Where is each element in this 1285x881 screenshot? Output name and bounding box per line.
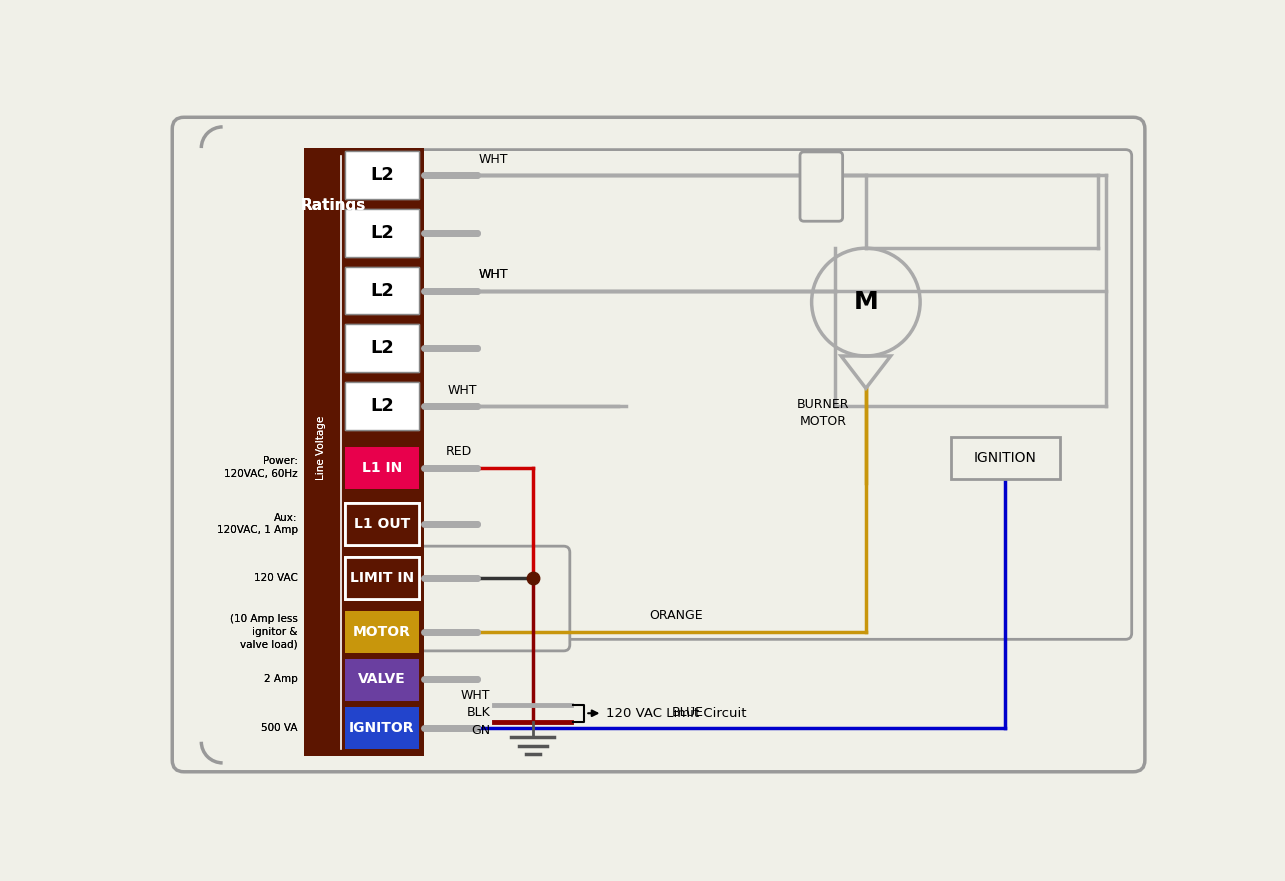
Bar: [346, 659, 419, 701]
Text: L1 OUT: L1 OUT: [353, 517, 410, 531]
Text: 120 VAC Limit Circuit: 120 VAC Limit Circuit: [607, 707, 747, 720]
Text: VALVE: VALVE: [359, 672, 406, 686]
Text: L2: L2: [370, 224, 393, 241]
Bar: [346, 611, 419, 653]
Bar: [346, 611, 419, 653]
Bar: [305, 148, 424, 757]
FancyBboxPatch shape: [801, 152, 843, 221]
Text: (10 Amp less
ignitor &
valve load): (10 Amp less ignitor & valve load): [230, 614, 298, 649]
Bar: [346, 267, 419, 315]
Text: Power:
120VAC, 60Hz: Power: 120VAC, 60Hz: [224, 456, 298, 478]
Text: L2: L2: [370, 339, 393, 358]
Text: L1 IN: L1 IN: [362, 461, 402, 475]
Text: MOTOR: MOTOR: [353, 625, 411, 639]
Text: L1 IN: L1 IN: [362, 461, 402, 475]
Bar: [346, 659, 419, 701]
Bar: [346, 382, 419, 430]
Text: WHT: WHT: [478, 269, 508, 281]
Text: Ratings: Ratings: [301, 198, 366, 213]
Bar: [346, 209, 419, 256]
Text: (10 Amp less
ignitor &
valve load): (10 Amp less ignitor & valve load): [230, 614, 298, 649]
Bar: [346, 267, 419, 315]
Bar: [346, 557, 419, 599]
Bar: [346, 324, 419, 372]
Text: LIMIT IN: LIMIT IN: [350, 571, 414, 585]
Text: WHT: WHT: [460, 690, 490, 702]
Text: L2: L2: [370, 282, 393, 300]
FancyBboxPatch shape: [418, 150, 1132, 640]
Text: RED: RED: [446, 446, 472, 458]
Text: L2: L2: [370, 224, 393, 241]
Text: 120 VAC: 120 VAC: [254, 573, 298, 582]
Text: L2: L2: [370, 397, 393, 415]
Text: L2: L2: [370, 397, 393, 415]
Text: L1 OUT: L1 OUT: [353, 517, 410, 531]
Text: Line Voltage: Line Voltage: [316, 416, 326, 480]
Text: WHT: WHT: [478, 152, 508, 166]
Text: L2: L2: [370, 282, 393, 300]
Text: 2 Amp: 2 Amp: [263, 674, 298, 685]
Bar: [346, 382, 419, 430]
Text: 2 Amp: 2 Amp: [263, 674, 298, 685]
Text: Aux:
120VAC, 1 Amp: Aux: 120VAC, 1 Amp: [217, 513, 298, 535]
Text: 500 VA: 500 VA: [261, 723, 298, 733]
Text: IGNITOR: IGNITOR: [350, 721, 415, 735]
Text: WHT: WHT: [447, 384, 477, 396]
Text: L2: L2: [370, 166, 393, 184]
Text: Aux:
120VAC, 1 Amp: Aux: 120VAC, 1 Amp: [217, 513, 298, 535]
FancyBboxPatch shape: [172, 117, 1145, 772]
FancyBboxPatch shape: [418, 546, 569, 651]
Bar: [346, 707, 419, 750]
Text: LIMIT IN: LIMIT IN: [350, 571, 414, 585]
Bar: [346, 152, 419, 199]
Text: Ratings: Ratings: [301, 198, 366, 213]
Bar: [346, 557, 419, 599]
Text: BURNER
MOTOR: BURNER MOTOR: [797, 398, 849, 428]
Text: GN: GN: [470, 724, 490, 737]
Bar: [346, 324, 419, 372]
Text: ORANGE: ORANGE: [649, 610, 703, 622]
Text: BLK: BLK: [466, 707, 490, 720]
Bar: [346, 447, 419, 489]
Text: Power:
120VAC, 60Hz: Power: 120VAC, 60Hz: [224, 456, 298, 478]
Bar: [305, 148, 424, 757]
Text: VALVE: VALVE: [359, 672, 406, 686]
Bar: [951, 437, 1060, 479]
Bar: [346, 707, 419, 750]
Bar: [346, 209, 419, 256]
Text: L2: L2: [370, 339, 393, 358]
Text: BLUE: BLUE: [672, 706, 704, 719]
Bar: [346, 503, 419, 545]
Bar: [346, 447, 419, 489]
Text: L2: L2: [370, 166, 393, 184]
Text: M: M: [853, 290, 878, 314]
Text: IGNITION: IGNITION: [974, 451, 1037, 465]
Text: Line Voltage: Line Voltage: [316, 416, 326, 480]
Bar: [346, 152, 419, 199]
Bar: [346, 503, 419, 545]
Text: WHT: WHT: [478, 269, 508, 281]
Text: 500 VA: 500 VA: [261, 723, 298, 733]
Text: MOTOR: MOTOR: [353, 625, 411, 639]
Text: IGNITOR: IGNITOR: [350, 721, 415, 735]
Text: 120 VAC: 120 VAC: [254, 573, 298, 582]
